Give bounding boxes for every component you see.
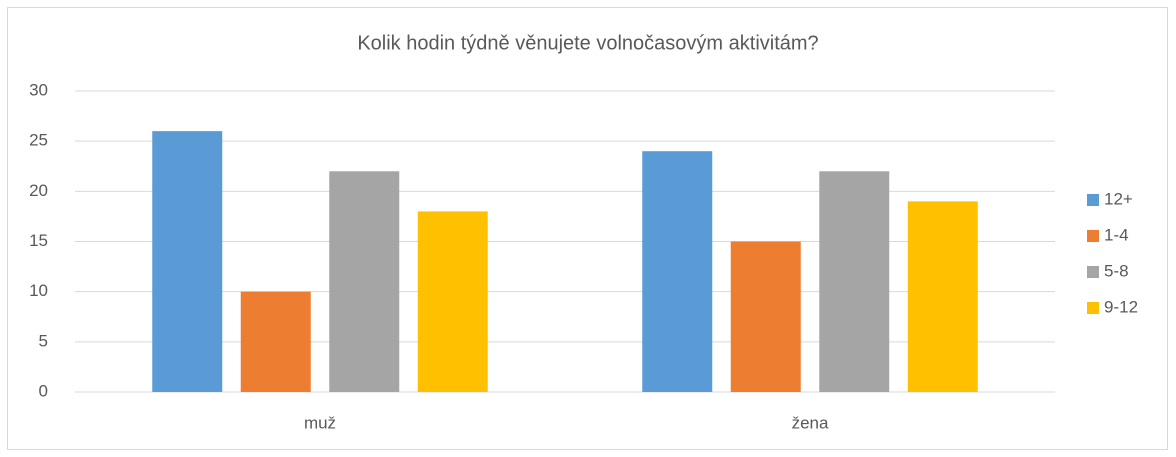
bar [417,211,488,392]
y-tick-label: 5 [39,331,48,350]
y-tick-label: 20 [29,181,48,200]
legend-swatch [1087,230,1099,242]
y-tick-label: 0 [39,381,48,400]
legend-label: 12+ [1104,189,1133,208]
legend-swatch [1087,194,1099,206]
y-tick-label: 30 [29,80,48,99]
bar [152,131,223,392]
bar [329,171,400,392]
x-tick-label: muž [304,413,336,432]
bar [907,201,978,392]
chart-title: Kolik hodin týdně věnujete volnočasovým … [357,32,818,54]
y-tick-label: 10 [29,281,48,300]
legend-label: 5-8 [1104,261,1129,280]
bar [240,291,311,392]
legend-label: 1-4 [1104,225,1129,244]
y-tick-label: 15 [29,231,48,250]
y-tick-label: 25 [29,131,48,150]
legend-label: 9-12 [1104,297,1138,316]
legend-swatch [1087,302,1099,314]
bar [819,171,890,392]
x-tick-label: žena [792,413,829,432]
legend-swatch [1087,266,1099,278]
bar [730,241,801,392]
bar [642,151,713,392]
